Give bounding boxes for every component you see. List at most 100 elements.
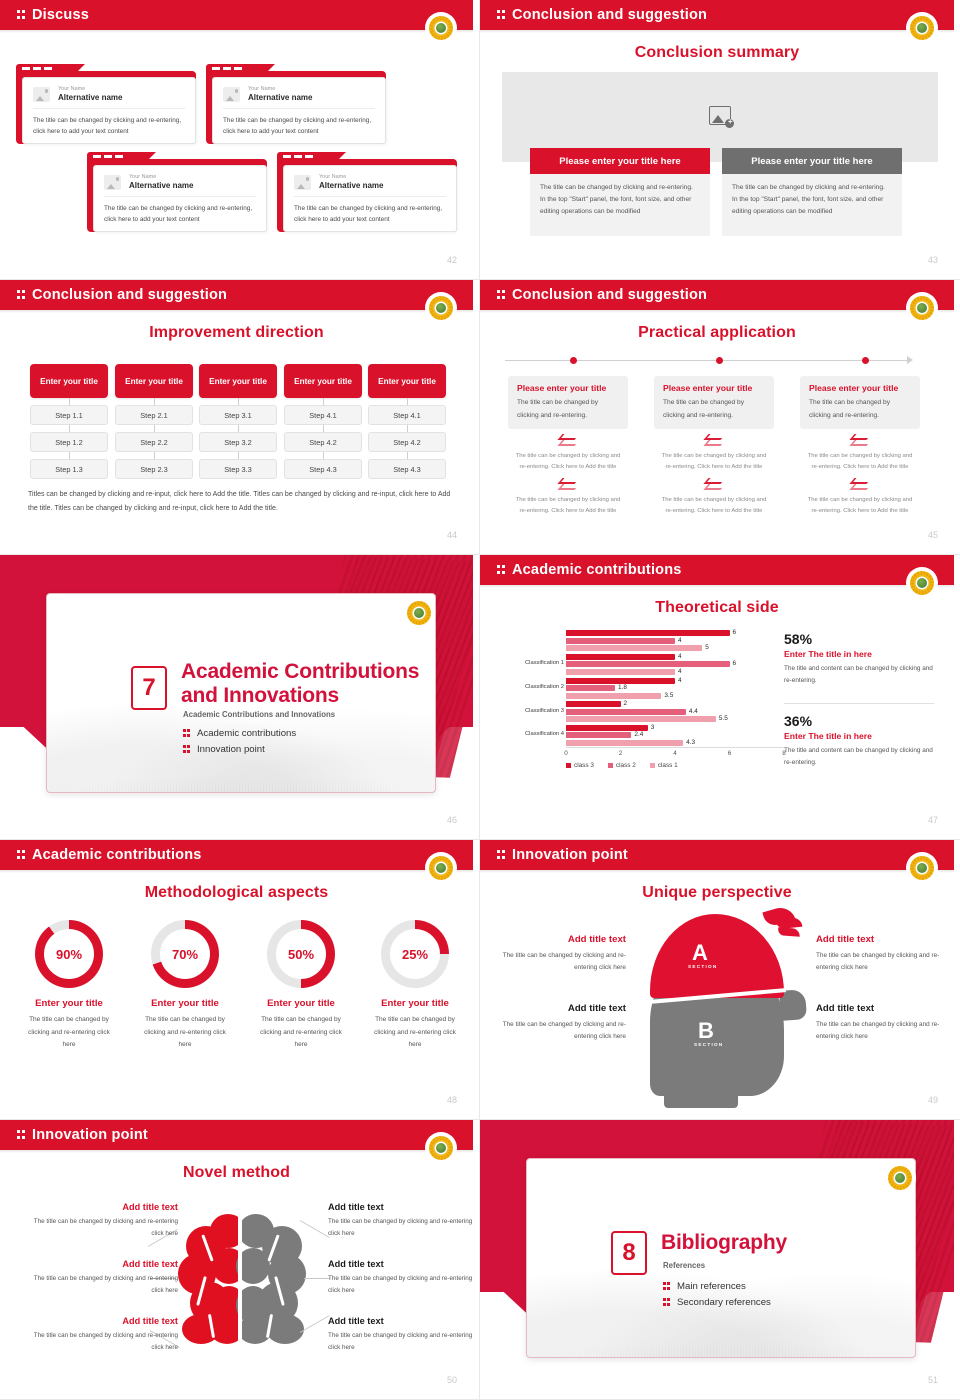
donut-chart: 25% [381,920,449,988]
wave-lines-decoration [527,1252,915,1357]
divider [784,703,934,704]
donut-column[interactable]: 90% Enter your title The title can be ch… [14,920,124,1052]
donut-desc: The title can be changed by clicking and… [260,1016,342,1049]
chart-category-label: Classification 2 [525,684,564,690]
chart-x-tick-label: 2 [618,750,623,757]
side-text-block[interactable]: Add title text The title can be changed … [816,934,948,975]
header-shadow [0,310,473,313]
section-list-item[interactable]: Main references [663,1281,771,1292]
donut-column[interactable]: 25% Enter your title The title can be ch… [360,920,470,1052]
folder-card[interactable]: Your Name Alternative name The title can… [16,64,196,144]
step-column[interactable]: Enter your title Step 1.1 Step 1.2 Step … [30,364,108,479]
slide-improvement-direction: Conclusion and suggestion Improvement di… [0,280,480,555]
side-text-title: Add title text [567,1003,626,1014]
chart-legend-item: class 1 [649,762,678,769]
image-placeholder-icon [104,174,121,190]
section-list-item-label: Secondary references [677,1297,771,1308]
folder-card[interactable]: Your Name Alternative name The title can… [277,152,457,232]
connector-line [304,1278,330,1279]
folder-card[interactable]: Your Name Alternative name The title can… [206,64,386,144]
step-column[interactable]: Enter your title Step 4.1 Step 4.2 Step … [284,364,362,479]
chart-bar-value: 3 [650,723,655,731]
chart-bar-value: 4 [678,676,682,684]
header-dots-icon [497,290,505,301]
step-item: Step 4.1 [284,405,362,425]
image-placeholder-icon [294,174,311,190]
chart-category-label: Classification 4 [525,731,564,738]
chart-category-label: Classification 3 [525,707,564,714]
section-list-item[interactable]: Academic contributions [183,728,296,739]
image-placeholder-icon [33,86,50,102]
slide-header-bar: Academic contributions [0,840,473,870]
slide-subtitle: Novel method [183,1164,290,1181]
timeline-box: Please enter your title The title can be… [800,376,920,430]
step-column[interactable]: Enter your title Step 3.1 Step 3.2 Step … [199,364,277,479]
timeline-column[interactable]: Please enter your title The title can be… [800,376,920,517]
section-title-line2: and Innovations [181,683,340,707]
donut-chart: 70% [151,920,219,988]
page-number: 51 [927,1375,938,1385]
timeline-sub-text: The title can be changed by clicking and… [661,453,767,470]
donut-title: Enter your title [381,998,449,1009]
page-number: 43 [927,255,938,265]
section-number: 7 [131,666,167,710]
chart-bar [566,630,730,637]
folder-card[interactable]: Your Name Alternative name The title can… [87,152,267,232]
donut-title: Enter your title [151,998,219,1009]
summary-column[interactable]: Please enter your title here The title c… [722,148,902,236]
header-title: Conclusion and suggestion [32,287,228,303]
donut-column[interactable]: 70% Enter your title The title can be ch… [130,920,240,1052]
timeline-desc: The title can be changed by clicking and… [517,399,599,419]
chart-bar [566,739,684,746]
slide-subtitle: Unique perspective [642,884,792,901]
chart-bar-value: 6 [732,660,737,668]
timeline-dot [862,356,869,364]
head-silhouette-graphic: A SECTION B SECTION [640,904,808,1108]
brain-text-block[interactable]: Add title text The title can be changed … [328,1202,473,1240]
brain-text-block[interactable]: Add title text The title can be changed … [26,1202,178,1240]
side-text-block[interactable]: Add title text The title can be changed … [494,1003,626,1044]
chart-bar [566,724,648,731]
brain-text-block[interactable]: Add title text The title can be changed … [328,1259,473,1297]
chart-bar [566,685,616,691]
step-column[interactable]: Enter your title Step 2.1 Step 2.2 Step … [115,364,193,479]
chart-legend-label: class 2 [615,762,636,769]
step-column[interactable]: Enter your title Step 4.1 Step 4.2 Step … [368,364,446,479]
brain-text-desc: The title can be changed by clicking and… [328,1332,473,1351]
chart-bar [566,653,675,660]
timeline-title: Please enter your title [663,383,753,393]
timeline-column[interactable]: Please enter your title The title can be… [508,376,628,517]
brain-text-block[interactable]: Add title text The title can be changed … [26,1259,178,1297]
section-list-item[interactable]: Innovation point [183,744,296,755]
summary-column[interactable]: Please enter your title here The title c… [530,148,710,236]
section-list-item[interactable]: Secondary references [663,1297,771,1308]
brain-text-block[interactable]: Add title text The title can be changed … [26,1316,178,1354]
header-title: Discuss [32,7,90,23]
brain-center-divider [238,1212,242,1344]
wave-lines-decoration [47,687,435,792]
university-seal-logo [427,14,455,42]
header-shadow [480,585,954,588]
header-shadow [480,30,954,33]
step-item: Step 2.1 [115,405,193,425]
header-dots-icon [497,565,505,576]
donut-column[interactable]: 50% Enter your title The title can be ch… [246,920,356,1052]
university-seal-logo [908,294,936,322]
side-text-block[interactable]: Add title text The title can be changed … [494,934,626,975]
your-name-label: Your Name [58,86,86,92]
university-seal-logo [908,854,936,882]
chart-bar [566,637,675,644]
chart-bar [566,692,662,699]
header-shadow [480,310,954,313]
timeline-column[interactable]: Please enter your title The title can be… [654,376,774,517]
add-image-icon[interactable]: + [709,106,734,128]
cover-card: 7 Academic Contributions and Innovations… [46,593,436,793]
brain-text-block[interactable]: Add title text The title can be changed … [328,1316,473,1354]
brain-text-desc: The title can be changed by clicking and… [33,1332,178,1351]
slide-subtitle: Methodological aspects [144,884,329,901]
page-number: 45 [927,530,938,540]
side-text-block[interactable]: Add title text The title can be changed … [816,1003,948,1044]
page-number: 44 [446,530,457,540]
head-section-b-label: SECTION [694,1042,724,1047]
